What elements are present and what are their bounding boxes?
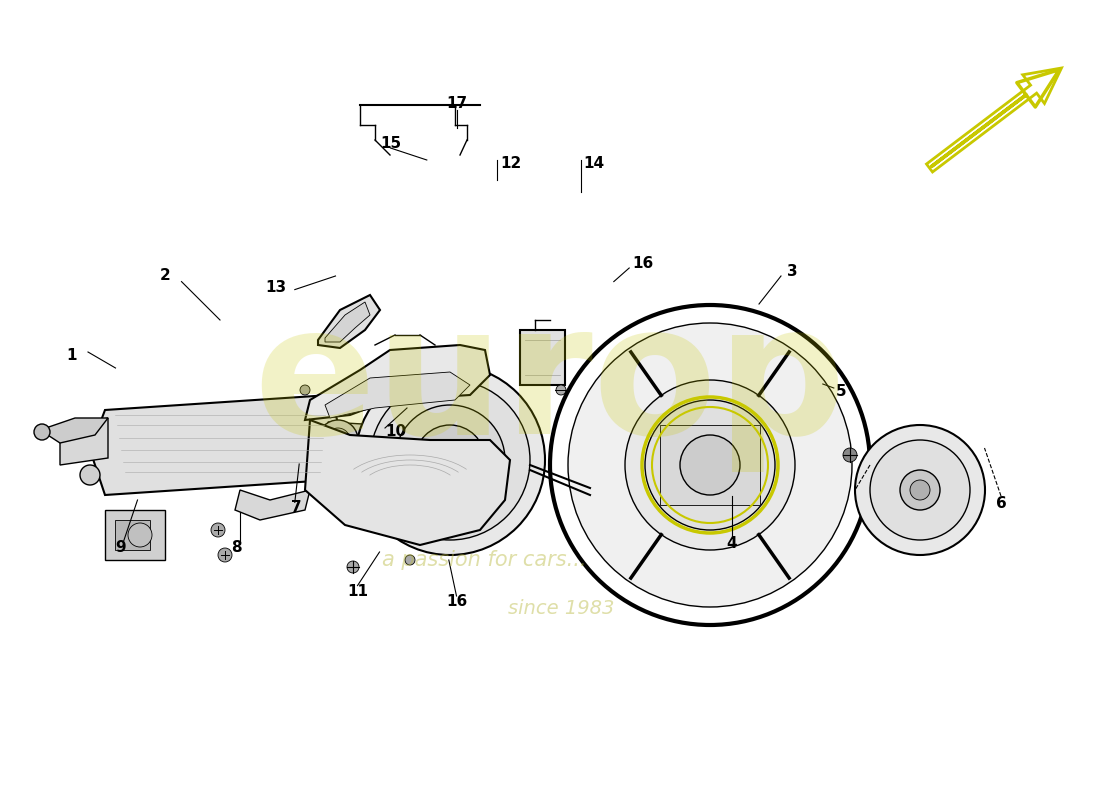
Circle shape [395, 405, 505, 515]
Text: 17: 17 [446, 97, 468, 111]
Text: 5: 5 [836, 385, 847, 399]
Polygon shape [235, 490, 310, 520]
Circle shape [326, 428, 350, 452]
Text: europ: europ [253, 296, 847, 472]
Text: a passion for cars...: a passion for cars... [382, 550, 586, 570]
Text: 11: 11 [346, 585, 368, 599]
Text: 4: 4 [726, 537, 737, 551]
Circle shape [405, 555, 415, 565]
Circle shape [218, 548, 232, 562]
Circle shape [211, 523, 226, 537]
Circle shape [645, 400, 775, 530]
Text: 14: 14 [583, 157, 604, 171]
Circle shape [583, 485, 603, 505]
Circle shape [415, 425, 485, 495]
Text: 9: 9 [116, 541, 127, 555]
Polygon shape [305, 420, 510, 545]
Text: 16: 16 [632, 257, 653, 271]
Polygon shape [660, 425, 760, 505]
Circle shape [556, 385, 566, 395]
Polygon shape [116, 520, 150, 550]
Text: 7: 7 [292, 501, 302, 515]
Circle shape [346, 561, 359, 573]
Text: 1: 1 [66, 349, 77, 363]
Polygon shape [318, 295, 380, 348]
Text: 15: 15 [379, 137, 401, 151]
Circle shape [34, 424, 50, 440]
Text: 10: 10 [385, 425, 406, 439]
Circle shape [843, 448, 857, 462]
Polygon shape [324, 372, 470, 418]
Circle shape [128, 523, 152, 547]
Polygon shape [328, 422, 380, 458]
Circle shape [900, 470, 940, 510]
Polygon shape [520, 330, 565, 385]
Text: since 1983: since 1983 [508, 598, 614, 618]
Polygon shape [60, 418, 108, 465]
Circle shape [80, 465, 100, 485]
Text: 3: 3 [786, 265, 798, 279]
Text: 16: 16 [446, 594, 468, 609]
Text: 6: 6 [996, 497, 1006, 511]
Text: 8: 8 [231, 541, 242, 555]
Circle shape [432, 442, 468, 478]
Circle shape [870, 440, 970, 540]
Circle shape [370, 380, 530, 540]
Circle shape [910, 480, 930, 500]
Polygon shape [104, 510, 165, 560]
Circle shape [300, 385, 310, 395]
Text: 2: 2 [160, 269, 170, 283]
Polygon shape [90, 395, 340, 495]
Circle shape [568, 323, 852, 607]
Polygon shape [324, 302, 370, 342]
Text: 12: 12 [500, 157, 521, 171]
Polygon shape [40, 418, 108, 443]
Circle shape [855, 425, 984, 555]
Circle shape [625, 380, 795, 550]
Circle shape [680, 435, 740, 495]
Circle shape [318, 420, 358, 460]
Text: 13: 13 [265, 281, 286, 295]
Circle shape [355, 365, 544, 555]
Polygon shape [305, 345, 490, 420]
